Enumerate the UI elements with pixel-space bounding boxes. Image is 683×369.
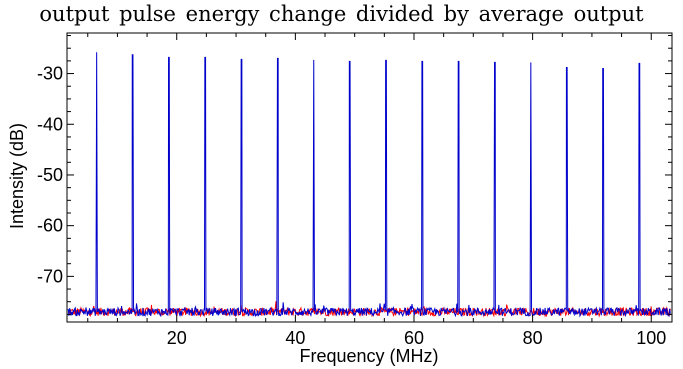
x-tick-label: 40	[285, 328, 305, 348]
x-tick-label: 80	[523, 328, 543, 348]
y-tick-label: -40	[37, 114, 63, 134]
series-layer	[67, 52, 671, 318]
y-tick-label: -30	[37, 64, 63, 84]
series-line-0	[67, 52, 671, 318]
x-axis-title: Frequency (MHz)	[299, 346, 438, 366]
y-axis-title: Intensity (dB)	[7, 123, 27, 229]
y-tick-label: -60	[37, 216, 63, 236]
axis-layer: 20 40 60 80 100 -30 -40 -50 -60 -70	[37, 33, 672, 348]
plot-area	[67, 33, 672, 322]
x-tick-label: 100	[636, 328, 666, 348]
plot-frame	[66, 32, 673, 323]
x-tick-label: 20	[167, 328, 187, 348]
x-tick-label: 60	[404, 328, 424, 348]
chart-caption: output pulse energy change divided by av…	[39, 2, 644, 26]
y-tick-label: -70	[37, 266, 63, 286]
y-tick-label: -50	[37, 165, 63, 185]
